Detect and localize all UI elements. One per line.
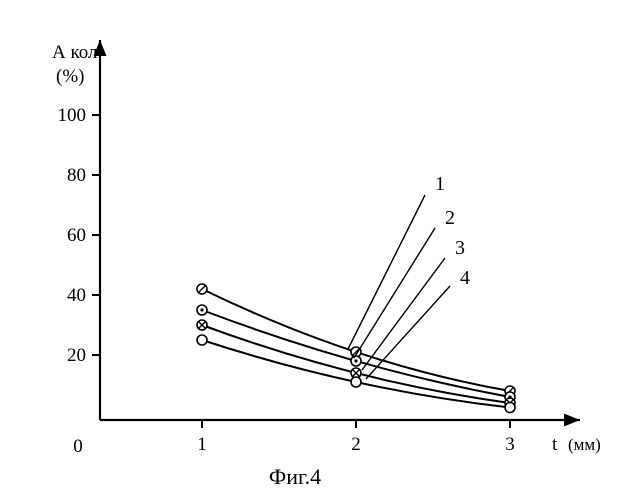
leader-line: [362, 258, 445, 370]
line-chart: 012320406080100А кол(%)t (мм)1234Фиг.4: [0, 0, 630, 500]
circle-open-marker: [505, 403, 515, 413]
y-tick-label: 20: [67, 345, 86, 366]
y-tick-label: 60: [67, 225, 86, 246]
leader-line: [354, 228, 435, 358]
figure-caption: Фиг.4: [269, 464, 321, 489]
circle-dot-marker: [351, 356, 361, 366]
ticks: 012320406080100: [58, 105, 515, 457]
circle-x-marker: [197, 320, 207, 330]
series-labels: 123 4: [348, 173, 470, 379]
series-group: [197, 284, 515, 413]
y-tick-label: 80: [67, 165, 86, 186]
y-axis-label-line2: (%): [56, 66, 84, 87]
circle-slash-marker: [197, 284, 207, 294]
series-label-3: 3: [455, 237, 465, 259]
y-tick-label: 40: [67, 285, 86, 306]
circle-dot-marker: [197, 305, 207, 315]
y-axis-label-line1: А кол: [52, 42, 98, 63]
series-label-4: 4: [460, 267, 470, 289]
circle-open-marker: [351, 377, 361, 387]
x-tick-label: 2: [351, 434, 361, 455]
x-axis-label-unit: (мм): [568, 435, 601, 454]
circle-open-marker: [197, 335, 207, 345]
x-tick-label: 1: [197, 434, 207, 455]
x-tick-label: 0: [73, 436, 83, 457]
leader-line: [366, 286, 450, 379]
x-axis-label-var: t: [552, 434, 558, 455]
y-tick-label: 100: [58, 105, 87, 126]
series-label-1: 1: [435, 173, 445, 195]
x-tick-label: 3: [505, 434, 515, 455]
series-label-2: 2: [445, 207, 455, 229]
